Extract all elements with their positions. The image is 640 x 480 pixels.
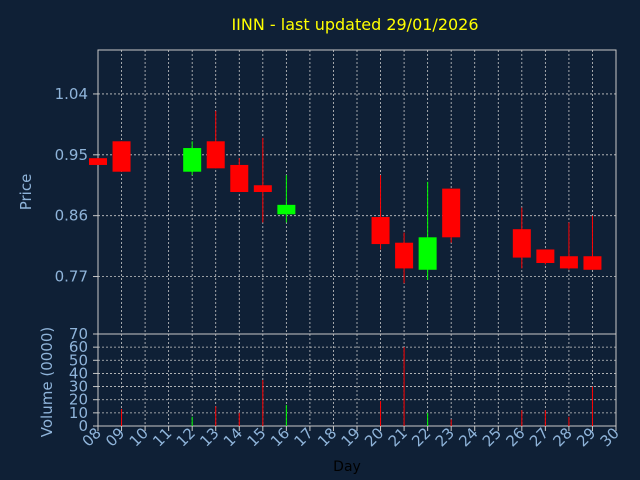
x-tick-label: 26 (502, 424, 528, 450)
x-tick-label: 25 (479, 424, 505, 450)
candle-body (442, 188, 461, 238)
x-tick-label: 09 (102, 424, 128, 450)
volume-y-tick-label: 30 (69, 378, 88, 396)
candle-body (395, 242, 414, 269)
x-tick-label: 13 (196, 424, 222, 450)
volume-y-tick-label: 40 (69, 364, 88, 382)
volume-y-tick-label: 50 (69, 351, 88, 369)
x-tick-label: 16 (267, 424, 293, 450)
volume-y-tick-label: 10 (69, 404, 88, 422)
x-tick-label: 10 (126, 424, 152, 450)
candle-body (512, 229, 531, 258)
price-grid (98, 50, 616, 334)
chart-title: IINN - last updated 29/01/2026 (231, 15, 478, 34)
x-tick-label: 21 (385, 424, 411, 450)
candle-body (183, 148, 202, 172)
candle-body (89, 158, 107, 165)
x-tick-label: 24 (455, 424, 481, 450)
x-axis-ticks: 0809101112131415161718192021222324252627… (79, 424, 623, 450)
x-tick-label: 29 (573, 424, 599, 450)
price-y-tick-label: 0.95 (55, 146, 88, 164)
x-tick-label: 17 (291, 424, 317, 450)
volume-y-tick-label: 60 (69, 338, 88, 356)
price-y-tick-label: 1.04 (55, 85, 88, 103)
candle-body (112, 141, 131, 172)
x-tick-label: 28 (550, 424, 576, 450)
x-tick-label: 30 (597, 424, 623, 450)
x-tick-label: 14 (220, 424, 246, 450)
price-panel: 1.04 0.95 0.86 0.77 Price (17, 49, 617, 335)
x-tick-label: 20 (361, 424, 387, 450)
volume-y-tick-label: 70 (69, 325, 88, 343)
volume-y-tick-label: 0 (78, 417, 88, 435)
x-tick-label: 15 (243, 424, 269, 450)
volume-y-tick-label: 20 (69, 391, 88, 409)
price-y-tick-label: 0.77 (55, 268, 88, 286)
x-tick-label: 23 (432, 424, 458, 450)
candle-body (371, 217, 390, 245)
candle-body (206, 141, 225, 169)
x-tick-label: 11 (149, 424, 175, 450)
price-y-tick-label: 0.86 (55, 207, 88, 225)
x-axis-label: Day (333, 459, 361, 475)
volume-grid (98, 334, 616, 426)
price-y-ticks: 1.04 0.95 0.86 0.77 (55, 85, 98, 286)
candle-body (583, 256, 602, 270)
volume-axis-label: Volume (0000) (38, 327, 56, 437)
x-tick-label: 19 (338, 424, 364, 450)
x-tick-label: 12 (173, 424, 199, 450)
candles (89, 110, 602, 284)
x-tick-label: 27 (526, 424, 552, 450)
candle-body (253, 185, 272, 192)
candle-body (536, 249, 555, 263)
candle-body (418, 237, 437, 270)
candle-body (559, 256, 578, 269)
x-tick-label: 18 (314, 424, 340, 450)
candle-body (230, 164, 249, 192)
volume-bars (121, 347, 593, 426)
candle-body (277, 204, 296, 215)
price-axis-label: Price (17, 174, 35, 211)
x-tick-label: 22 (408, 424, 434, 450)
